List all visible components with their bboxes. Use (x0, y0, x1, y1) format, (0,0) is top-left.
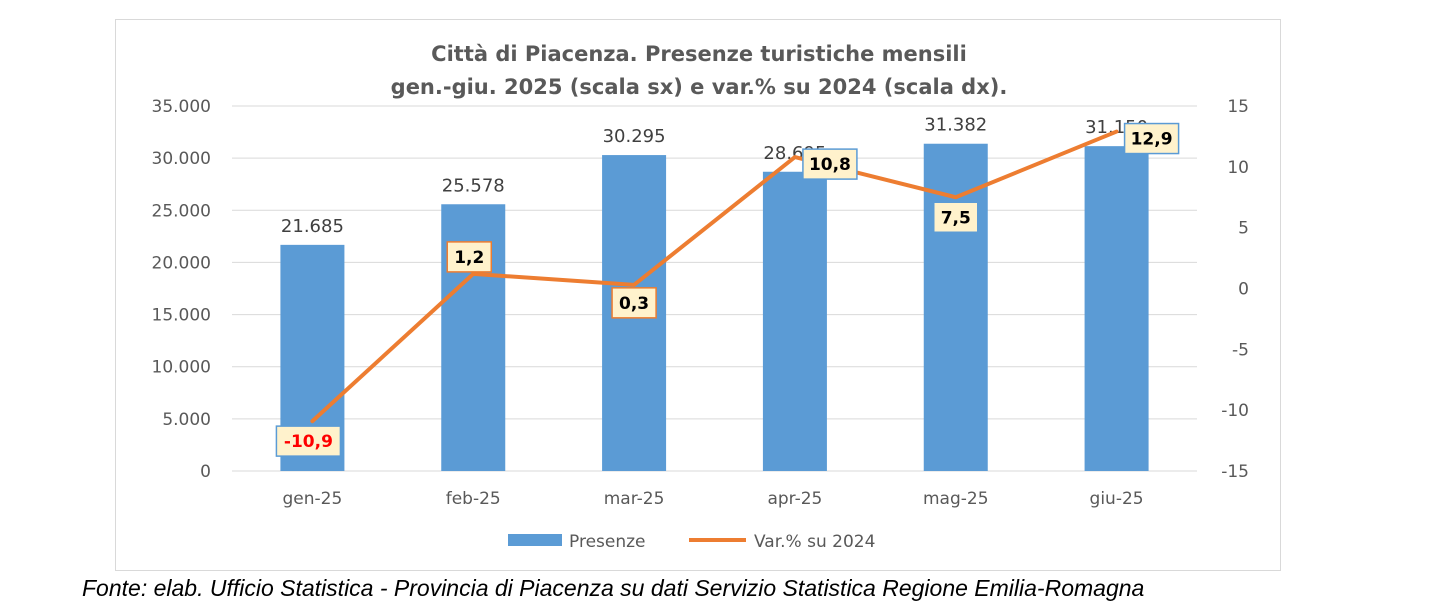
right-axis-tick-label: -5 (1232, 340, 1249, 360)
left-axis-tick-label: 20.000 (152, 253, 211, 273)
x-axis-tick-label: gen-25 (283, 489, 343, 509)
source-note: Fonte: elab. Ufficio Statistica - Provin… (82, 575, 1145, 601)
legend-label-presenze: Presenze (569, 532, 646, 552)
left-axis-tick-label: 10.000 (152, 358, 211, 378)
var-label-box (802, 148, 858, 180)
presenze-bar-value-label: 25.578 (442, 175, 505, 196)
var-series-line (310, 129, 1119, 424)
left-axis-tick-label: 25.000 (152, 201, 211, 221)
presenze-bar (762, 171, 827, 471)
chart-legend: Presenze Var.% su 2024 (508, 532, 875, 552)
right-axis-tick-label: -10 (1221, 401, 1249, 421)
combo-chart: Città di Piacenza. Presenze turistiche m… (152, 42, 1249, 552)
presenze-bar-value-label: 31.382 (924, 115, 987, 136)
var-line-labels: -10,9 1,2 0,3 10,8 7,5 12,9 (275, 122, 1180, 457)
right-axis-tick-label: 5 (1238, 219, 1249, 239)
left-axis-tick-label: 30.000 (152, 149, 211, 169)
left-axis-tick-label: 15.000 (152, 306, 211, 326)
right-axis-ticks: -15 -10 -5 0 5 10 15 (1221, 97, 1249, 482)
var-value-label: -10,9 (284, 432, 333, 452)
var-line (310, 129, 1119, 424)
left-axis-tick-label: 5.000 (162, 410, 211, 430)
x-axis-tick-label: mag-25 (923, 489, 989, 509)
left-axis-tick-label: 0 (200, 462, 211, 482)
var-value-label: 10,8 (809, 155, 851, 175)
legend-label-var: Var.% su 2024 (754, 532, 875, 552)
var-value-label: 12,9 (1131, 130, 1173, 150)
var-value-label: 0,3 (619, 294, 649, 314)
chart-title: Città di Piacenza. Presenze turistiche m… (391, 42, 1008, 99)
var-label-box (933, 201, 979, 233)
chart-title-line-2: gen.-giu. 2025 (scala sx) e var.% su 202… (391, 75, 1008, 99)
x-axis-tick-label: feb-25 (446, 489, 501, 509)
right-axis-tick-label: 0 (1238, 280, 1249, 300)
right-axis-tick-label: 10 (1227, 158, 1249, 178)
var-value-label: 1,2 (454, 248, 484, 268)
x-axis-tick-label: giu-25 (1090, 489, 1144, 509)
presenze-bar (1084, 146, 1149, 471)
right-axis-tick-label: 15 (1227, 97, 1249, 117)
right-axis-tick-label: -15 (1221, 462, 1249, 482)
gridlines (232, 105, 1197, 472)
presenze-bars (280, 143, 1149, 472)
var-label-box (275, 425, 342, 457)
var-label-box (1123, 122, 1180, 155)
presenze-bar-value-label: 21.685 (281, 216, 344, 237)
var-label-box (611, 287, 657, 319)
var-value-label: 7,5 (941, 208, 971, 228)
legend-swatch-presenze (508, 534, 562, 546)
x-axis-tick-label: mar-25 (604, 489, 665, 509)
left-axis-tick-label: 35.000 (152, 97, 211, 117)
chart-frame: Città di Piacenza. Presenze turistiche m… (115, 19, 1281, 571)
presenze-bar-value-label: 30.295 (603, 126, 666, 147)
var-label-box (446, 241, 492, 273)
left-axis-ticks: 0 5.000 10.000 15.000 20.000 25.000 30.000 35.0… (152, 97, 211, 482)
x-axis-tick-label: apr-25 (767, 489, 822, 509)
chart-title-line-1: Città di Piacenza. Presenze turistiche m… (431, 42, 967, 66)
x-axis-ticks: gen-25 feb-25 mar-25 apr-25 mag-25 giu-25 (283, 489, 1144, 509)
